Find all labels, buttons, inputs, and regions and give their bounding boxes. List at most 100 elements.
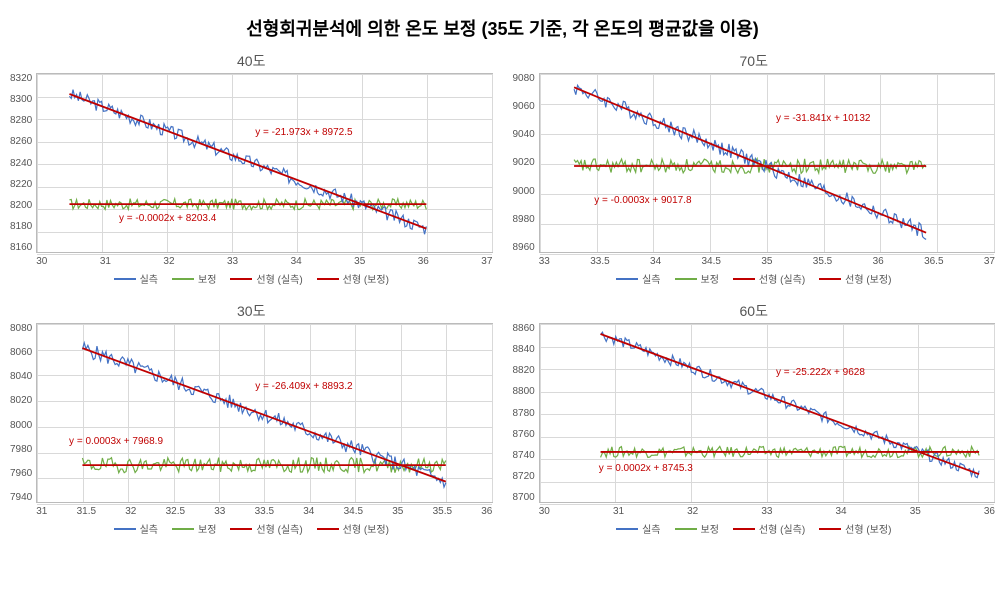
y-axis: 886088408820880087808760874087208700 (513, 323, 539, 503)
y-tick-label: 9020 (513, 157, 535, 168)
x-tick-label: 33 (227, 256, 238, 267)
legend-label: 보정 (701, 271, 719, 286)
x-tick-label: 30 (36, 256, 47, 267)
x-tick-label: 34 (303, 506, 314, 517)
legend: 실측 보정 선형 (실측) 선형 (보정) (10, 271, 493, 286)
y-tick-label: 9040 (513, 129, 535, 140)
y-tick-label: 8820 (513, 365, 535, 376)
x-tick-label: 30 (539, 506, 550, 517)
x-tick-label: 31 (100, 256, 111, 267)
x-tick-label: 35 (392, 506, 403, 517)
legend-swatch (616, 528, 638, 530)
x-tick-label: 35.5 (813, 256, 832, 267)
legend-item: 선형 (보정) (819, 521, 891, 536)
legend-swatch (819, 528, 841, 530)
chart-subtitle: 40도 (10, 51, 493, 71)
y-tick-label: 8020 (10, 395, 32, 406)
plot-area: y = -26.409x + 8893.2 y = 0.0003x + 7968.… (36, 323, 492, 503)
charts-grid: 40도832083008280826082408220820081808160y… (10, 51, 995, 536)
x-tick-label: 33 (214, 506, 225, 517)
legend-label: 선형 (보정) (845, 521, 891, 536)
equation-measured: y = -26.409x + 8893.2 (255, 381, 352, 392)
y-tick-label: 8760 (513, 429, 535, 440)
chart-panel: 70도9080906090409020900089808960y = -31.8… (513, 51, 996, 286)
legend-swatch (616, 278, 638, 280)
chart-panel: 60도886088408820880087808760874087208700y… (513, 301, 996, 536)
legend-label: 선형 (실측) (759, 271, 805, 286)
legend-swatch (230, 278, 252, 280)
chart-subtitle: 30도 (10, 301, 493, 321)
legend-swatch (675, 278, 697, 280)
legend-label: 선형 (실측) (256, 521, 302, 536)
legend: 실측 보정 선형 (실측) 선형 (보정) (513, 521, 996, 536)
equation-corrected: y = 0.0002x + 8745.3 (599, 463, 693, 474)
y-tick-label: 8060 (10, 347, 32, 358)
series-svg (37, 74, 491, 252)
y-tick-label: 9060 (513, 101, 535, 112)
x-tick-label: 37 (984, 256, 995, 267)
y-tick-label: 8240 (10, 158, 32, 169)
y-tick-label: 8280 (10, 115, 32, 126)
legend-swatch (114, 278, 136, 280)
x-tick-label: 37 (481, 256, 492, 267)
legend-item: 선형 (실측) (230, 271, 302, 286)
x-tick-label: 34 (291, 256, 302, 267)
legend-label: 선형 (보정) (343, 271, 389, 286)
y-axis: 80808060804080208000798079607940 (10, 323, 36, 503)
y-tick-label: 7960 (10, 468, 32, 479)
legend-item: 선형 (보정) (819, 271, 891, 286)
x-tick-label: 31.5 (77, 506, 96, 517)
y-tick-label: 8980 (513, 214, 535, 225)
y-tick-label: 8800 (513, 386, 535, 397)
x-axis: 3333.53434.53535.53636.537 (539, 253, 995, 267)
legend-swatch (733, 278, 755, 280)
x-tick-label: 34 (650, 256, 661, 267)
legend-label: 선형 (실측) (256, 271, 302, 286)
series-linear-measured (574, 87, 926, 232)
plot-area: y = -21.973x + 8972.5y = -0.0002x + 8203… (36, 73, 492, 253)
y-tick-label: 8720 (513, 471, 535, 482)
legend-label: 선형 (보정) (343, 521, 389, 536)
legend-item: 선형 (실측) (230, 521, 302, 536)
legend-label: 실측 (642, 271, 660, 286)
x-tick-label: 32.5 (166, 506, 185, 517)
legend-label: 실측 (140, 271, 158, 286)
y-tick-label: 8860 (513, 323, 535, 334)
equation-corrected: y = 0.0003x + 7968.9 (69, 436, 163, 447)
y-tick-label: 8040 (10, 371, 32, 382)
legend-label: 실측 (140, 521, 158, 536)
equation-measured: y = -25.222x + 9628 (776, 367, 865, 378)
legend-item: 보정 (172, 271, 216, 286)
legend-label: 보정 (701, 521, 719, 536)
legend-swatch (172, 278, 194, 280)
y-tick-label: 8840 (513, 344, 535, 355)
legend-item: 실측 (114, 271, 158, 286)
x-tick-label: 33 (539, 256, 550, 267)
legend-item: 실측 (616, 271, 660, 286)
equation-measured: y = -31.841x + 10132 (776, 113, 871, 124)
y-tick-label: 8220 (10, 179, 32, 190)
legend: 실측 보정 선형 (실측) 선형 (보정) (513, 271, 996, 286)
legend-item: 실측 (114, 521, 158, 536)
plot-area: y = -25.222x + 9628 y = 0.0002x + 8745.3 (539, 323, 995, 503)
x-tick-label: 34.5 (702, 256, 721, 267)
x-tick-label: 35 (910, 506, 921, 517)
y-tick-label: 8740 (513, 450, 535, 461)
chart-subtitle: 60도 (513, 301, 996, 321)
legend-swatch (819, 278, 841, 280)
series-svg (540, 74, 994, 252)
legend-swatch (172, 528, 194, 530)
x-tick-label: 32 (687, 506, 698, 517)
x-tick-label: 35 (354, 256, 365, 267)
legend-item: 선형 (보정) (317, 271, 389, 286)
legend-swatch (317, 278, 339, 280)
legend-label: 선형 (실측) (759, 521, 805, 536)
x-tick-label: 32 (125, 506, 136, 517)
main-title: 선형회귀분석에 의한 온도 보정 (35도 기준, 각 온도의 평균값을 이용) (10, 15, 995, 41)
legend-item: 실측 (616, 521, 660, 536)
equation-corrected: y = -0.0002x + 8203.4 (119, 213, 216, 224)
legend-item: 선형 (실측) (733, 521, 805, 536)
legend-label: 선형 (보정) (845, 271, 891, 286)
y-tick-label: 8000 (10, 420, 32, 431)
x-tick-label: 36 (418, 256, 429, 267)
